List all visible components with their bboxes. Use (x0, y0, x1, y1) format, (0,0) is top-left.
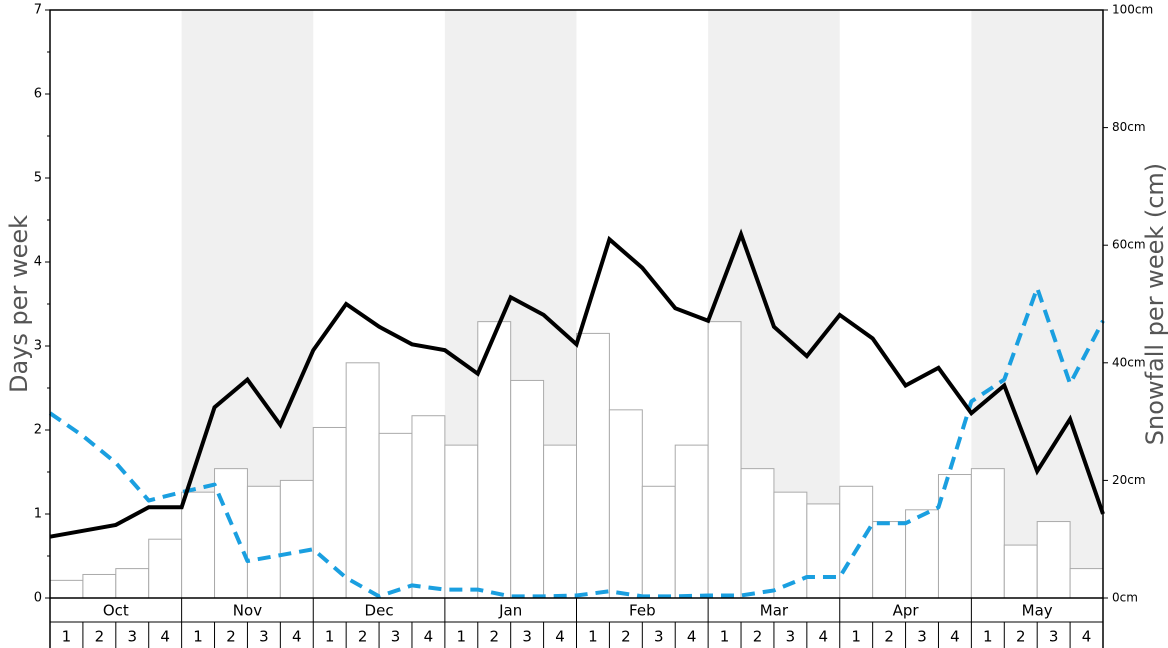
snowfall-bar (477, 321, 512, 599)
month-label: Feb (629, 602, 656, 620)
week-label: 2 (226, 628, 236, 646)
y2-tick-label: 100cm (1112, 3, 1153, 17)
month-label: Apr (893, 602, 920, 620)
snowfall-bar (641, 485, 676, 599)
snowfall-bar (214, 468, 248, 599)
y-tick-label: 6 (34, 87, 42, 102)
month-label: Oct (103, 602, 129, 620)
snowfall-bar (181, 491, 216, 599)
week-label: 3 (654, 628, 664, 646)
y2-tick-label: 20cm (1112, 473, 1146, 487)
week-label: 4 (819, 628, 829, 646)
y-tick-label: 0 (34, 591, 42, 606)
y2-tick-label: 80cm (1112, 120, 1146, 134)
week-label: 4 (950, 628, 960, 646)
week-label: 4 (1082, 628, 1092, 646)
week-label: 1 (457, 628, 467, 646)
snowfall-bar (1069, 568, 1104, 599)
snowfall-bar (905, 509, 939, 599)
week-label: 3 (259, 628, 269, 646)
week-label: 2 (358, 628, 368, 646)
snowfall-bar (82, 573, 117, 599)
snowfall-bar (707, 321, 742, 599)
snowfall-bar (1036, 521, 1071, 599)
x-axis: Oct 1 2 3 4 Nov 1 2 3 4 Dec 1 2 3 4 Jan 1 2 3 4 Feb 1 2 3 4 Mar 1 2… (49, 598, 1104, 648)
snowfall-bar (543, 444, 577, 599)
snowfall-bar (1003, 544, 1038, 599)
week-label: 2 (621, 628, 631, 646)
y-tick-label: 3 (34, 339, 42, 354)
week-label: 1 (62, 628, 72, 646)
snowfall-bar (674, 444, 709, 599)
snowfall-bar (839, 485, 874, 599)
week-label: 1 (851, 628, 861, 646)
snowfall-bar (246, 485, 281, 599)
snowfall-bar (608, 409, 643, 599)
month-label: Nov (233, 602, 262, 620)
week-label: 4 (424, 628, 434, 646)
snowfall-bar (740, 468, 775, 599)
snowfall-bar (444, 444, 479, 599)
week-label: 2 (489, 628, 499, 646)
y-tick-label: 5 (34, 171, 42, 186)
snowfall-bars (49, 321, 1104, 599)
week-label: 4 (160, 628, 170, 646)
snowfall-bar (378, 432, 413, 599)
week-label: 2 (1016, 628, 1026, 646)
snowfall-bar (49, 579, 84, 599)
snowfall-bar (411, 415, 446, 599)
week-label: 4 (292, 628, 302, 646)
snowfall-bar (872, 521, 907, 599)
snowfall-bar (279, 479, 314, 599)
y-axis-title: Days per week (5, 215, 33, 393)
day-lines (48, 228, 1105, 599)
dashed-line (48, 286, 1105, 599)
week-label: 4 (555, 628, 565, 646)
snowfall-bar (806, 503, 841, 599)
week-label: 4 (687, 628, 697, 646)
y-tick-label: 2 (34, 423, 42, 438)
week-label: 2 (884, 628, 894, 646)
right-axis: 0cm 20cm 40cm 60cm 80cm 100cm (1103, 3, 1153, 605)
week-label: 3 (917, 628, 927, 646)
y2-tick-label: 40cm (1112, 355, 1146, 369)
week-label: 1 (720, 628, 730, 646)
week-label: 2 (753, 628, 763, 646)
week-label: 1 (193, 628, 203, 646)
month-label: Mar (760, 602, 789, 620)
week-label: 1 (983, 628, 993, 646)
week-label: 3 (391, 628, 401, 646)
snowfall-bar (148, 538, 183, 599)
week-label: 1 (588, 628, 598, 646)
month-label: May (1022, 602, 1053, 620)
snowfall-bar (345, 362, 380, 599)
solid-line (49, 228, 1105, 539)
y-tick-label: 1 (34, 507, 42, 522)
week-label: 3 (786, 628, 796, 646)
week-label: 3 (522, 628, 532, 646)
snowfall-bar (510, 379, 545, 599)
snowfall-bar (937, 474, 972, 599)
snowfall-bar (115, 568, 150, 599)
y2-tick-label: 60cm (1112, 238, 1146, 252)
week-label: 1 (325, 628, 335, 646)
month-label: Dec (365, 602, 394, 620)
snowfall-bar (576, 332, 610, 599)
left-axis: 0 1 2 3 4 5 6 7 (34, 3, 50, 606)
y2-tick-label: 0cm (1112, 591, 1138, 605)
week-label: 3 (127, 628, 137, 646)
week-label: 3 (1049, 628, 1059, 646)
week-label: 2 (95, 628, 105, 646)
month-label: Jan (498, 602, 522, 620)
y-tick-label: 7 (34, 3, 42, 18)
snowfall-bar (970, 468, 1005, 599)
y-tick-label: 4 (34, 255, 42, 270)
y2-axis-title: Snowfall per week (cm) (1141, 163, 1168, 445)
